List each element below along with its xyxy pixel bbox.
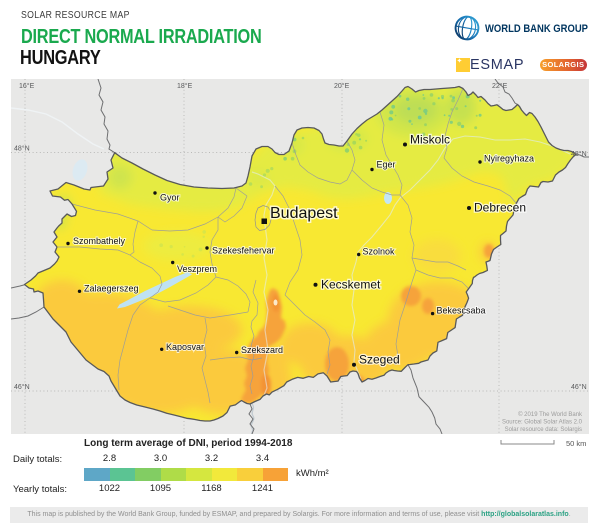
svg-text:Szekesfehervar: Szekesfehervar: [212, 246, 275, 256]
svg-text:Debrecen: Debrecen: [474, 201, 526, 215]
svg-text:Szolnok: Szolnok: [363, 247, 396, 257]
svg-text:Szombathely: Szombathely: [73, 236, 126, 246]
svg-text:46°N: 46°N: [14, 383, 30, 391]
svg-text:18°E: 18°E: [177, 82, 193, 90]
svg-text:Kaposvar: Kaposvar: [166, 342, 204, 352]
svg-text:Nyiregyhaza: Nyiregyhaza: [484, 154, 534, 164]
svg-text:Szekszard: Szekszard: [241, 345, 283, 355]
svg-text:Zalaegerszeg: Zalaegerszeg: [84, 284, 139, 294]
svg-text:Eger: Eger: [377, 160, 396, 170]
svg-text:WORLD BANK GROUP: WORLD BANK GROUP: [485, 23, 588, 35]
svg-text:22°E: 22°E: [492, 82, 508, 90]
svg-text:Veszprem: Veszprem: [177, 264, 217, 274]
svg-text:Kecskemet: Kecskemet: [321, 278, 381, 292]
svg-text:Solar resource data: Solargis: Solar resource data: Solargis: [505, 427, 582, 433]
svg-text:Source: Global Solar Atlas 2.0: Source: Global Solar Atlas 2.0: [502, 420, 583, 426]
svg-text:48°N: 48°N: [14, 145, 30, 153]
svg-text:50 km: 50 km: [566, 439, 586, 448]
svg-text:Budapest: Budapest: [270, 205, 338, 222]
svg-text:© 2019 The World Bank: © 2019 The World Bank: [518, 411, 583, 418]
svg-text:20°E: 20°E: [334, 82, 350, 90]
svg-text:48°N: 48°N: [571, 150, 587, 158]
svg-text:46°N: 46°N: [571, 383, 587, 391]
svg-text:Bekescsaba: Bekescsaba: [437, 306, 486, 316]
svg-text:16°E: 16°E: [19, 82, 35, 90]
svg-text:Szeged: Szeged: [359, 353, 400, 367]
svg-text:Miskolc: Miskolc: [410, 133, 450, 147]
svg-text:Gyor: Gyor: [160, 193, 180, 203]
